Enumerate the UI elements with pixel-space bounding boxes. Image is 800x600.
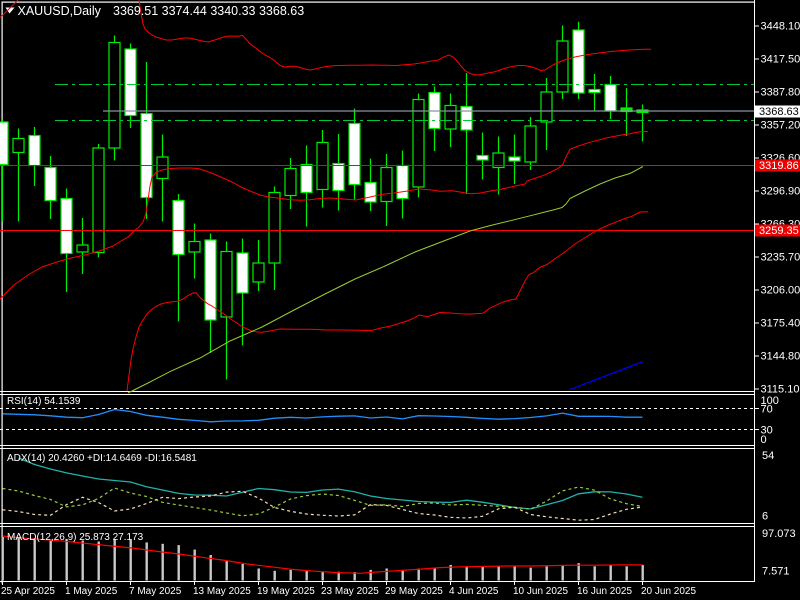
svg-text:25 Apr 2025: 25 Apr 2025 bbox=[1, 586, 55, 597]
svg-text:3206.00: 3206.00 bbox=[761, 285, 800, 297]
svg-text:RSI(14) 54.1539: RSI(14) 54.1539 bbox=[7, 396, 81, 407]
svg-text:3144.80: 3144.80 bbox=[761, 351, 800, 363]
svg-text:97.073: 97.073 bbox=[762, 528, 796, 540]
svg-text:3296.90: 3296.90 bbox=[761, 186, 800, 198]
svg-text:3357.20: 3357.20 bbox=[761, 120, 800, 132]
svg-text:3369.51 3374.44 3340.33 3368.6: 3369.51 3374.44 3340.33 3368.63 bbox=[113, 4, 304, 18]
svg-text:54: 54 bbox=[762, 450, 774, 462]
svg-text:3175.40: 3175.40 bbox=[761, 318, 800, 330]
svg-text:70: 70 bbox=[761, 404, 773, 416]
svg-text:3115.10: 3115.10 bbox=[761, 384, 800, 396]
svg-text:ADX(14) 20.4260 +DI:14.6469 -D: ADX(14) 20.4260 +DI:14.6469 -DI:16.5481 bbox=[7, 453, 197, 464]
svg-text:3387.80: 3387.80 bbox=[761, 87, 800, 99]
svg-text:19 May 2025: 19 May 2025 bbox=[257, 586, 315, 597]
svg-text:7 May 2025: 7 May 2025 bbox=[129, 586, 182, 597]
svg-text:13 May 2025: 13 May 2025 bbox=[193, 586, 251, 597]
svg-text:3235.70: 3235.70 bbox=[761, 252, 800, 264]
svg-text:3259.35: 3259.35 bbox=[759, 225, 799, 237]
svg-text:6: 6 bbox=[762, 511, 768, 523]
svg-text:3319.86: 3319.86 bbox=[759, 160, 799, 172]
svg-text:7.571: 7.571 bbox=[762, 566, 790, 578]
svg-text:4 Jun 2025: 4 Jun 2025 bbox=[449, 586, 499, 597]
svg-text:MACD(12,26,9) 25.873 27.173: MACD(12,26,9) 25.873 27.173 bbox=[7, 532, 144, 543]
svg-text:3368.63: 3368.63 bbox=[759, 106, 799, 118]
svg-text:29 May 2025: 29 May 2025 bbox=[385, 586, 443, 597]
svg-text:10 Jun 2025: 10 Jun 2025 bbox=[513, 586, 568, 597]
svg-text:3448.10: 3448.10 bbox=[761, 21, 800, 33]
svg-text:23 May 2025: 23 May 2025 bbox=[321, 586, 379, 597]
svg-text:1 May 2025: 1 May 2025 bbox=[65, 586, 118, 597]
svg-text:20 Jun 2025: 20 Jun 2025 bbox=[641, 586, 696, 597]
svg-text:3417.50: 3417.50 bbox=[761, 54, 800, 66]
svg-text:XAUUSD,Daily: XAUUSD,Daily bbox=[18, 4, 102, 18]
svg-text:100: 100 bbox=[761, 395, 779, 407]
svg-text:0: 0 bbox=[761, 434, 767, 446]
svg-text:30: 30 bbox=[761, 425, 773, 437]
svg-text:16 Jun 2025: 16 Jun 2025 bbox=[577, 586, 632, 597]
